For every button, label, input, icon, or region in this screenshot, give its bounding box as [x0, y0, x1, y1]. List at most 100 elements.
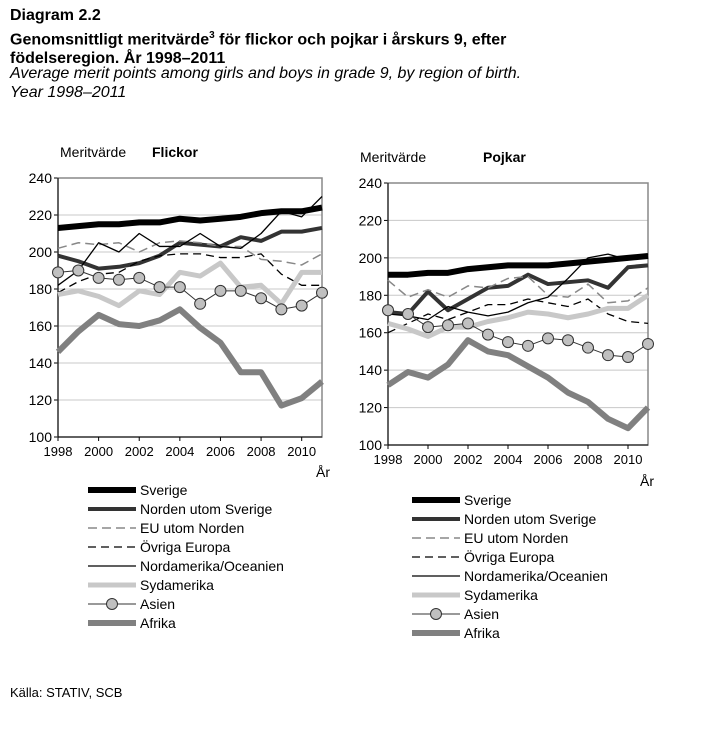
chart-title: Genomsnittligt meritvärde3 för flickor o… [10, 26, 506, 68]
x-tick-label: 2008 [574, 452, 603, 467]
legend-label: Nordamerika/Oceanien [140, 558, 284, 574]
y-tick-label: 180 [359, 287, 383, 303]
series-line-0 [57, 204, 323, 231]
y-tick-label: 100 [359, 437, 383, 453]
data-point [422, 321, 434, 334]
data-point [92, 271, 105, 284]
y-tick-label: 140 [29, 355, 53, 371]
legend-marker [430, 608, 442, 620]
legend-label: EU utom Norden [140, 520, 244, 536]
data-point [255, 292, 268, 305]
x-tick-label: 2008 [247, 444, 276, 459]
data-point [402, 308, 414, 320]
subtitle-part: Average merit points among girls and boy… [10, 65, 522, 82]
data-point [153, 281, 166, 294]
y-tick-label: 240 [359, 175, 383, 191]
y-tick-label: 240 [29, 170, 53, 186]
data-point [52, 266, 64, 279]
legend-label: Afrika [140, 615, 176, 631]
series-line-7 [386, 337, 651, 432]
subtitle-part: Year 1998–2011 [10, 84, 127, 101]
legend-label: Asien [464, 606, 499, 622]
legend-label: Sydamerika [140, 577, 214, 593]
series-line-3 [57, 253, 322, 294]
x-tick-label: 2000 [414, 452, 443, 467]
series-line-4 [57, 196, 323, 286]
y-tick-label: 200 [29, 244, 53, 260]
y-tick-label: 220 [29, 207, 53, 223]
chart-subtitle: Average merit points among girls and boy… [10, 64, 521, 102]
data-point [622, 351, 634, 364]
data-point [214, 284, 227, 297]
legend-label: Sverige [464, 492, 512, 508]
data-point [442, 319, 454, 332]
legend-marker [106, 598, 118, 610]
data-point [642, 337, 654, 350]
footnote-ref: 3 [209, 30, 215, 41]
title-part: födelseregion. År 1998–2011 [10, 50, 226, 68]
series-line-1 [387, 263, 649, 316]
data-point [462, 317, 474, 330]
x-tick-label: 2006 [206, 444, 235, 459]
data-point [602, 349, 614, 362]
panel-title: Flickor [152, 144, 198, 160]
x-tick-label: 2004 [165, 444, 194, 459]
y-tick-label: 220 [359, 212, 383, 228]
y-tick-label: 160 [29, 318, 53, 334]
panel-title: Pojkar [483, 149, 526, 165]
series-line-2 [387, 275, 649, 304]
x-axis-label: År [316, 464, 330, 480]
data-point [234, 284, 247, 297]
series-line-1 [57, 225, 323, 271]
y-tick-label: 200 [359, 250, 383, 266]
data-point [482, 328, 494, 341]
series-line-7 [55, 306, 324, 409]
data-point [502, 336, 514, 349]
x-tick-label: 2010 [287, 444, 316, 459]
title-part: Genomsnittligt meritvärde [10, 31, 210, 49]
legend-label: EU utom Norden [464, 530, 568, 546]
x-tick-label: 2002 [454, 452, 483, 467]
y-axis-label: Meritvärde [60, 144, 126, 160]
data-point [295, 299, 308, 312]
legend-label: Asien [140, 596, 175, 612]
legend-label: Norden utom Sverige [140, 501, 273, 517]
data-point [382, 304, 394, 317]
y-axis-label: Meritvärde [360, 149, 426, 165]
legend-label: Norden utom Sverige [464, 511, 597, 527]
legend-label: Afrika [464, 625, 500, 641]
x-axis-label: År [640, 473, 654, 489]
y-tick-label: 140 [359, 362, 383, 378]
y-tick-label: 120 [29, 392, 53, 408]
x-tick-label: 1998 [44, 444, 73, 459]
legend-label: Sydamerika [464, 587, 538, 603]
y-tick-label: 160 [359, 325, 383, 341]
x-tick-label: 2010 [614, 452, 643, 467]
data-point [173, 281, 186, 294]
data-point [542, 332, 554, 345]
series-line-5 [57, 260, 322, 309]
legend-label: Övriga Europa [464, 548, 554, 565]
x-tick-label: 2004 [494, 452, 523, 467]
diagram-number: Diagram 2.2 [10, 7, 101, 24]
legend-label: Övriga Europa [140, 538, 230, 555]
data-point [133, 271, 146, 284]
data-point [316, 286, 328, 299]
legend-label: Nordamerika/Oceanien [464, 568, 608, 584]
data-point [562, 334, 574, 347]
data-point [112, 273, 125, 286]
x-tick-label: 1998 [374, 452, 403, 467]
data-point [522, 339, 534, 352]
x-tick-label: 2000 [84, 444, 113, 459]
y-tick-label: 180 [29, 281, 53, 297]
x-tick-label: 2002 [125, 444, 154, 459]
source-note: Källa: STATIV, SCB [10, 685, 123, 700]
series-line-5 [387, 293, 650, 339]
title-part: för flickor och pojkar i årskurs 9, efte… [214, 31, 507, 49]
x-tick-label: 2006 [534, 452, 563, 467]
data-point [72, 264, 85, 277]
series-line-4 [387, 253, 649, 321]
data-point [194, 297, 207, 310]
data-point [275, 303, 288, 316]
